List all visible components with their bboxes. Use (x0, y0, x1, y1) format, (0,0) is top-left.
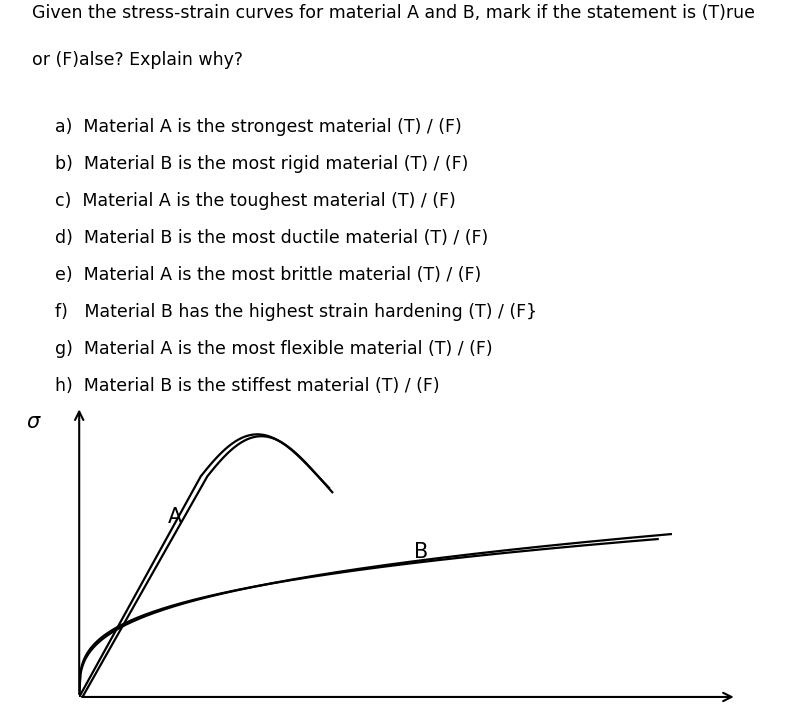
Text: or (F)alse? Explain why?: or (F)alse? Explain why? (32, 51, 242, 68)
Text: A: A (167, 507, 181, 527)
Text: c)  Material A is the toughest material (T) / (F): c) Material A is the toughest material (… (55, 192, 456, 210)
Text: f)   Material B has the highest strain hardening (T) / (F}: f) Material B has the highest strain har… (55, 303, 538, 321)
Text: g)  Material A is the most flexible material (T) / (F): g) Material A is the most flexible mater… (55, 340, 493, 358)
Text: a)  Material A is the strongest material (T) / (F): a) Material A is the strongest material … (55, 118, 463, 136)
Text: d)  Material B is the most ductile material (T) / (F): d) Material B is the most ductile materi… (55, 229, 489, 247)
Text: σ: σ (27, 412, 40, 433)
Text: h)  Material B is the stiffest material (T) / (F): h) Material B is the stiffest material (… (55, 378, 440, 395)
Text: B: B (414, 542, 428, 562)
Text: e)  Material A is the most brittle material (T) / (F): e) Material A is the most brittle materi… (55, 266, 482, 284)
Text: Given the stress-strain curves for material A and B, mark if the statement is (T: Given the stress-strain curves for mater… (32, 4, 755, 23)
Text: b)  Material B is the most rigid material (T) / (F): b) Material B is the most rigid material… (55, 155, 469, 173)
